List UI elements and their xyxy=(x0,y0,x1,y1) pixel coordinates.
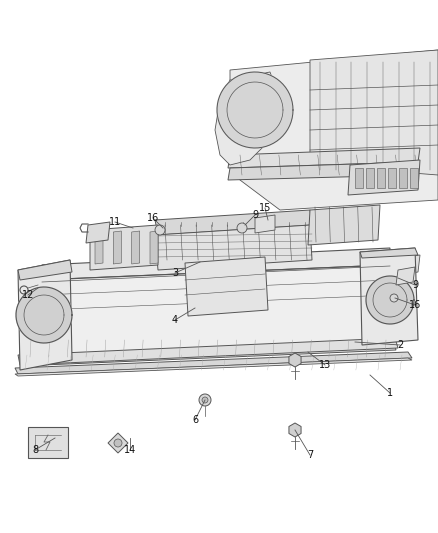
Circle shape xyxy=(237,223,247,233)
Text: 7: 7 xyxy=(307,450,313,460)
Polygon shape xyxy=(228,148,420,168)
Polygon shape xyxy=(18,338,398,365)
Polygon shape xyxy=(399,168,407,188)
Polygon shape xyxy=(40,265,395,355)
Text: 11: 11 xyxy=(109,217,121,227)
Polygon shape xyxy=(28,427,68,458)
Text: 3: 3 xyxy=(172,268,178,278)
Polygon shape xyxy=(355,168,363,188)
Polygon shape xyxy=(289,423,301,437)
Polygon shape xyxy=(15,358,412,376)
Polygon shape xyxy=(366,276,414,324)
Polygon shape xyxy=(377,168,385,188)
Polygon shape xyxy=(388,168,396,188)
Polygon shape xyxy=(90,225,158,270)
Polygon shape xyxy=(255,215,275,233)
Text: 14: 14 xyxy=(124,445,136,455)
Text: 16: 16 xyxy=(409,300,421,310)
Polygon shape xyxy=(18,260,72,370)
Polygon shape xyxy=(310,50,438,175)
Polygon shape xyxy=(40,340,396,365)
Text: 12: 12 xyxy=(22,290,34,300)
Polygon shape xyxy=(132,231,140,264)
Polygon shape xyxy=(410,168,418,188)
Text: 2: 2 xyxy=(397,340,403,350)
Circle shape xyxy=(199,394,211,406)
Text: 1: 1 xyxy=(387,388,393,398)
Polygon shape xyxy=(217,72,293,148)
Polygon shape xyxy=(396,267,415,285)
Text: 9: 9 xyxy=(412,280,418,290)
Polygon shape xyxy=(18,260,72,280)
Text: 16: 16 xyxy=(147,213,159,223)
Polygon shape xyxy=(366,168,374,188)
Polygon shape xyxy=(95,231,103,264)
Polygon shape xyxy=(15,352,412,374)
Text: 13: 13 xyxy=(319,360,331,370)
Polygon shape xyxy=(86,222,110,243)
Circle shape xyxy=(155,225,165,235)
Polygon shape xyxy=(155,210,312,235)
Circle shape xyxy=(390,294,398,302)
Text: 15: 15 xyxy=(259,203,271,213)
Polygon shape xyxy=(215,72,280,165)
Circle shape xyxy=(202,397,208,403)
Polygon shape xyxy=(150,231,158,264)
Polygon shape xyxy=(289,353,301,367)
Circle shape xyxy=(114,439,122,447)
Polygon shape xyxy=(155,225,312,270)
Polygon shape xyxy=(40,248,390,280)
Polygon shape xyxy=(308,205,380,245)
Polygon shape xyxy=(360,248,418,345)
Polygon shape xyxy=(108,433,128,453)
Polygon shape xyxy=(113,231,121,264)
Text: 8: 8 xyxy=(32,445,38,455)
Text: 4: 4 xyxy=(172,315,178,325)
Polygon shape xyxy=(348,160,420,195)
Text: 9: 9 xyxy=(252,210,258,220)
Polygon shape xyxy=(228,162,418,180)
Polygon shape xyxy=(16,287,72,343)
Text: 6: 6 xyxy=(192,415,198,425)
Polygon shape xyxy=(230,50,438,210)
Polygon shape xyxy=(398,255,420,275)
Polygon shape xyxy=(360,248,418,258)
Polygon shape xyxy=(185,257,268,316)
